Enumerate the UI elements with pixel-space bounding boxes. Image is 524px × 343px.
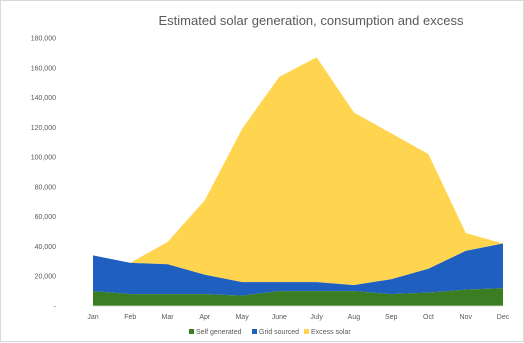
- legend: Self generated Grid sourced Excess solar: [189, 329, 351, 336]
- area-grid-sourced: [93, 243, 503, 296]
- x-tick-label: Dec: [497, 314, 510, 321]
- x-tick-label: May: [235, 314, 249, 321]
- x-tick-label: Mar: [162, 314, 175, 321]
- y-tick-label: 80,000: [35, 184, 57, 191]
- x-axis: Jan Feb Mar Apr May June July Aug Sep Oct Nov Dec: [87, 314, 509, 321]
- chart-title: Estimated solar generation, consumption …: [159, 13, 464, 28]
- x-tick-label: July: [310, 314, 323, 321]
- x-tick-label: Apr: [199, 314, 211, 321]
- y-tick-label: 60,000: [35, 214, 57, 221]
- y-tick-label: 140,000: [31, 95, 56, 102]
- x-tick-label: Nov: [460, 314, 473, 321]
- area-layer: [93, 57, 503, 306]
- area-excess-solar: [93, 57, 503, 286]
- legend-swatch: [252, 329, 257, 334]
- x-tick-label: Feb: [124, 314, 136, 321]
- y-tick-label: 180,000: [31, 36, 56, 43]
- legend-item: Excess solar: [304, 329, 351, 336]
- legend-swatch: [304, 329, 309, 334]
- y-tick-label: 20,000: [35, 274, 57, 281]
- y-tick-label: 40,000: [35, 244, 57, 251]
- x-tick-label: Jan: [87, 314, 98, 321]
- x-tick-label: Sep: [385, 314, 398, 321]
- legend-item: Self generated: [189, 329, 242, 336]
- area-self-generated: [93, 288, 503, 306]
- y-tick-label: 160,000: [31, 65, 56, 72]
- legend-label: Grid sourced: [259, 329, 299, 336]
- x-tick-label: June: [272, 314, 287, 321]
- legend-label: Excess solar: [311, 329, 351, 336]
- y-tick-label: -: [54, 304, 57, 311]
- x-tick-label: Aug: [348, 314, 361, 321]
- y-tick-label: 120,000: [31, 125, 56, 132]
- y-tick-label: 100,000: [31, 155, 56, 162]
- y-axis: - 20,000 40,000 60,000 80,000 100,000 120,000 1…: [31, 36, 57, 311]
- legend-label: Self generated: [196, 329, 242, 336]
- x-tick-label: Oct: [423, 314, 434, 321]
- legend-swatch: [189, 329, 194, 334]
- legend-item: Grid sourced: [252, 329, 299, 336]
